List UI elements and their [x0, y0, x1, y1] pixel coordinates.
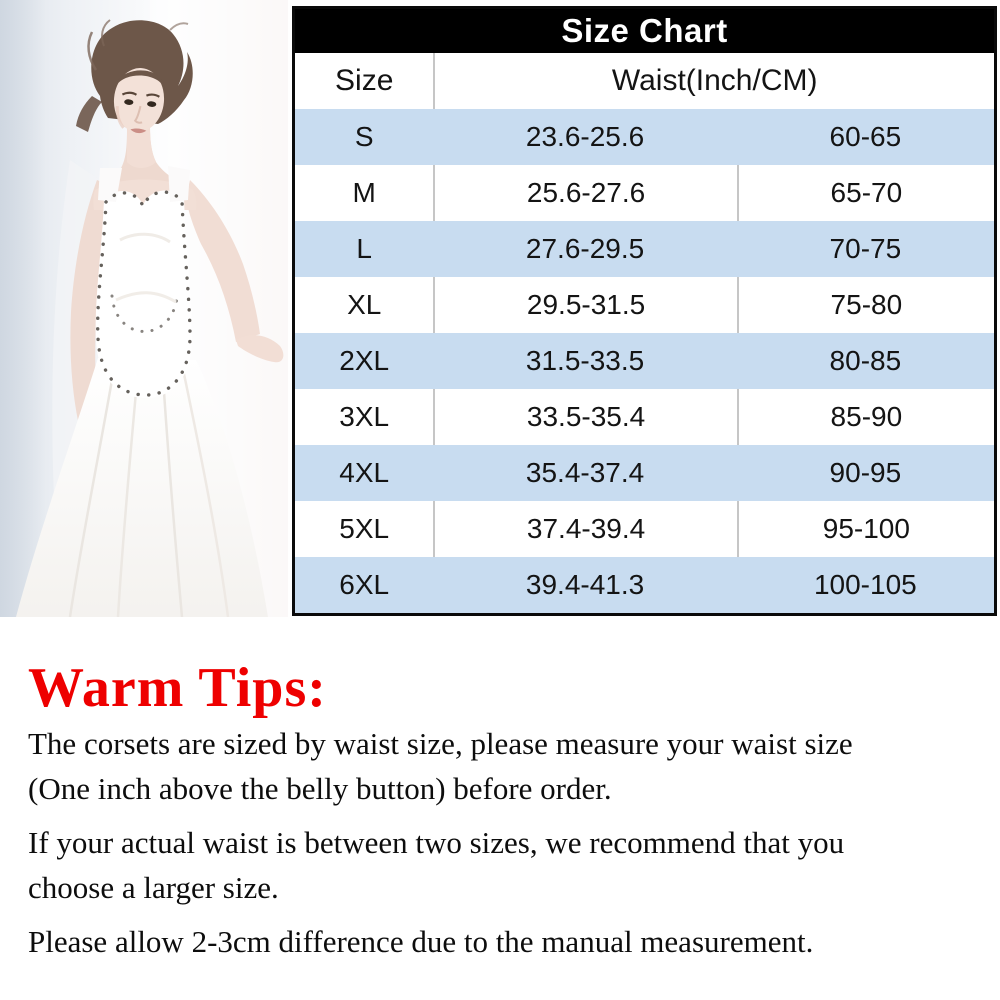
table-row: 5XL 37.4-39.4 95-100	[295, 501, 994, 557]
size-cell: XL	[347, 289, 382, 320]
inch-cell: 33.5-35.4	[433, 389, 736, 445]
size-chart-title: Size Chart	[295, 9, 994, 53]
column-header-waist: Waist(Inch/CM)	[433, 53, 994, 109]
model-photo	[0, 0, 288, 617]
inch-cell: 25.6-27.6	[433, 165, 736, 221]
size-chart-table: Size Chart Size Waist(Inch/CM) S 23.6-25…	[292, 6, 997, 616]
cm-cell: 80-85	[829, 345, 902, 376]
table-row: 3XL 33.5-35.4 85-90	[295, 389, 994, 445]
warm-tips-section: Warm Tips: The corsets are sized by wais…	[28, 655, 993, 964]
cm-cell: 75-80	[736, 277, 994, 333]
table-row: M 25.6-27.6 65-70	[295, 165, 994, 221]
inch-cell: 27.6-29.5	[525, 233, 645, 264]
size-cell: 2XL	[339, 345, 390, 376]
cm-cell: 100-105	[813, 569, 917, 600]
tips-line: The corsets are sized by waist size, ple…	[28, 726, 853, 761]
size-cell: 6XL	[339, 569, 390, 600]
cm-cell: 60-65	[829, 121, 902, 152]
table-row: 4XL 35.4-37.4 90-95	[295, 445, 994, 501]
tips-line: Please allow 2-3cm difference due to the…	[28, 924, 814, 959]
column-header-size: Size	[335, 64, 394, 97]
table-header-row: Size Waist(Inch/CM)	[295, 53, 994, 109]
inch-cell: 31.5-33.5	[525, 345, 645, 376]
inch-cell: 29.5-31.5	[433, 277, 736, 333]
inch-cell: 39.4-41.3	[525, 569, 645, 600]
size-cell: 3XL	[339, 401, 390, 432]
tips-line: choose a larger size.	[28, 870, 279, 905]
size-cell: 4XL	[339, 457, 390, 488]
cm-cell: 65-70	[736, 165, 994, 221]
table-row: XL 29.5-31.5 75-80	[295, 277, 994, 333]
table-row: L 27.6-29.5 70-75	[295, 221, 994, 277]
size-cell: L	[356, 233, 372, 264]
tips-line: If your actual waist is between two size…	[28, 825, 845, 860]
inch-cell: 35.4-37.4	[525, 457, 645, 488]
table-row: 2XL 31.5-33.5 80-85	[295, 333, 994, 389]
size-cell: S	[354, 121, 374, 152]
cm-cell: 85-90	[736, 389, 994, 445]
table-row: 6XL 39.4-41.3 100-105	[295, 557, 994, 613]
size-chart-rows: Size Waist(Inch/CM) S 23.6-25.6 60-65 M …	[295, 53, 994, 613]
model-photo-illustration	[0, 0, 288, 617]
tips-line: (One inch above the belly button) before…	[28, 771, 612, 806]
size-cell: 5XL	[339, 513, 390, 544]
inch-cell: 23.6-25.6	[525, 121, 645, 152]
cm-cell: 70-75	[829, 233, 902, 264]
table-row: S 23.6-25.6 60-65	[295, 109, 994, 165]
inch-cell: 37.4-39.4	[433, 501, 736, 557]
cm-cell: 90-95	[829, 457, 902, 488]
cm-cell: 95-100	[736, 501, 994, 557]
warm-tips-heading: Warm Tips:	[28, 657, 327, 719]
size-cell: M	[352, 177, 376, 208]
